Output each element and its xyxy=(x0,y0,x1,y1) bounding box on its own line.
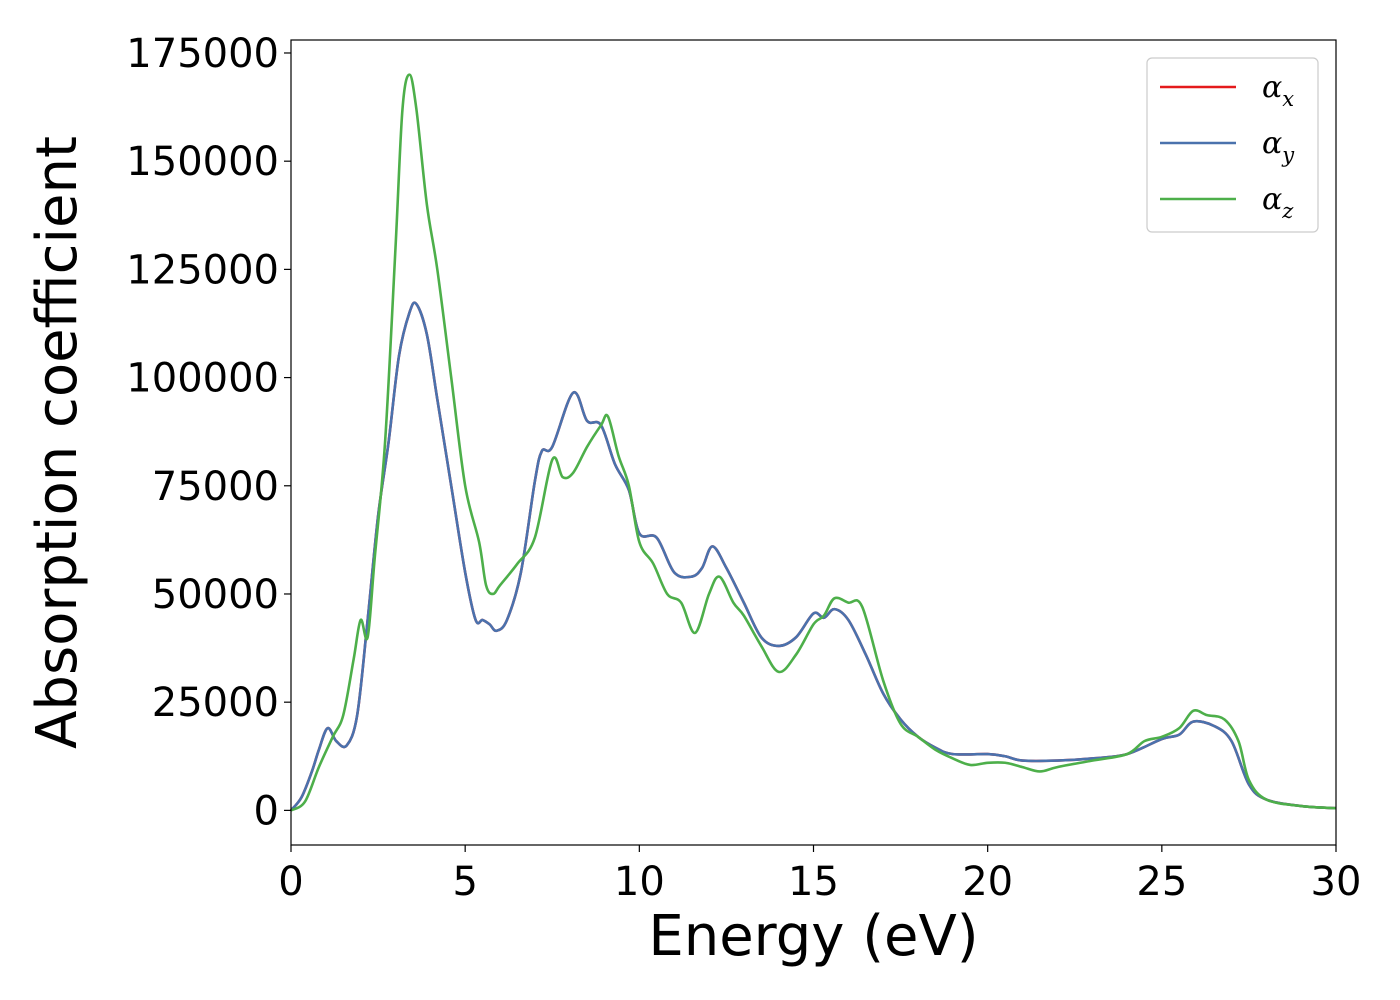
x-axis-title: Energy (eV) xyxy=(648,904,978,969)
y-tick-label: 175000 xyxy=(126,31,279,77)
y-tick-label: 150000 xyxy=(126,139,279,185)
legend-label-x: αx xyxy=(1262,70,1294,111)
legend-label-sub: y xyxy=(1281,143,1295,167)
y-axis-ticks: 0 25000 50000 75000 100000 125000 150000 175000 xyxy=(126,31,291,834)
x-tick-label: 20 xyxy=(962,859,1013,905)
series-line-z xyxy=(290,73,1337,812)
y-tick-label: 100000 xyxy=(126,356,279,402)
legend-label-z: αz xyxy=(1262,182,1294,223)
y-axis-title: Absorption coefficient xyxy=(25,136,90,749)
y-tick-label: 0 xyxy=(254,788,279,834)
legend-label-base: α xyxy=(1262,182,1282,217)
legend-label-base: α xyxy=(1262,70,1282,105)
y-tick-label: 125000 xyxy=(126,247,279,293)
legend-label-base: α xyxy=(1262,126,1282,161)
x-tick-label: 25 xyxy=(1136,859,1187,905)
x-tick-label: 0 xyxy=(278,859,303,905)
y-tick-label: 50000 xyxy=(152,572,279,618)
legend-label-y: αy xyxy=(1262,126,1295,167)
x-axis-ticks: 0 5 10 15 20 25 30 xyxy=(278,845,1361,905)
x-tick-label: 5 xyxy=(452,859,477,905)
series-layer xyxy=(289,73,1337,812)
legend-label-sub: z xyxy=(1281,199,1294,223)
legend-box xyxy=(1146,57,1319,233)
x-tick-label: 15 xyxy=(788,859,839,905)
x-tick-label: 10 xyxy=(614,859,665,905)
y-tick-label: 75000 xyxy=(152,464,279,510)
series-line-y xyxy=(289,301,1337,812)
legend-label-sub: x xyxy=(1282,87,1294,111)
x-tick-label: 30 xyxy=(1311,859,1362,905)
y-tick-label: 25000 xyxy=(152,680,279,726)
